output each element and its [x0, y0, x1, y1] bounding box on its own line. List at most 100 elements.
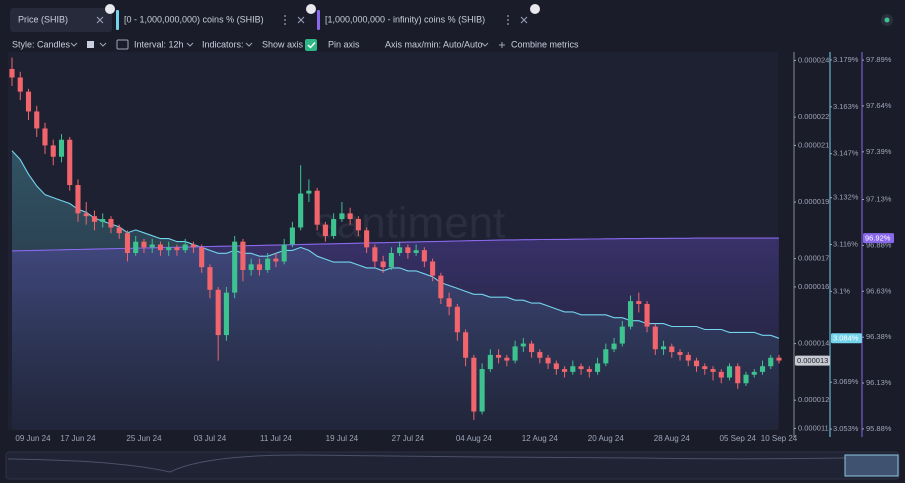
- x-tick-label: 09 Jun 24: [15, 434, 51, 443]
- y3-tick-label: 97.64%: [866, 101, 892, 110]
- value-tag-label: 0.000013: [797, 356, 828, 365]
- check-mark: [307, 42, 316, 49]
- candle-body: [149, 244, 155, 248]
- candle-body: [487, 354, 493, 370]
- candle-body: [256, 264, 262, 270]
- close-icon[interactable]: [96, 16, 104, 24]
- value-tag: [795, 355, 830, 366]
- candle-body: [190, 244, 196, 248]
- candle-body: [355, 219, 361, 231]
- candle-body: [570, 366, 576, 372]
- tab-label: [0 - 1,000,000,000) coins % (SHIB): [124, 14, 264, 24]
- candle-body: [751, 371, 757, 375]
- chevron: [186, 42, 194, 47]
- y2-tick-label: 3.053%: [833, 424, 859, 433]
- candle-body: [562, 369, 568, 372]
- y-tick-label: 0.000021: [798, 140, 829, 149]
- y3-tick-label: 97.13%: [866, 195, 892, 204]
- calendar-icon: [116, 39, 129, 50]
- candle-body: [75, 185, 81, 214]
- candle-body: [529, 343, 535, 353]
- x-tick-label: 03 Jul 24: [194, 434, 227, 443]
- x-tick-label: 28 Aug 24: [654, 434, 691, 443]
- style-select[interactable]: Style: Candles: [12, 39, 71, 49]
- candle-body: [265, 258, 271, 270]
- candle-body: [768, 357, 774, 367]
- chevron: [99, 42, 107, 47]
- menu-icon[interactable]: [284, 15, 286, 25]
- candle-body: [463, 332, 469, 358]
- x-tick-label: 25 Jun 24: [126, 434, 162, 443]
- candle-body: [223, 292, 229, 336]
- candle-body: [776, 357, 782, 361]
- y-tick-label: 0.000019: [798, 197, 829, 206]
- navigator-frame: [5, 451, 900, 480]
- candle-body: [380, 261, 386, 268]
- candle-body: [199, 247, 205, 268]
- candle-body: [141, 241, 147, 248]
- axes: 0.000011 0.000012 0.000014 0.000016 0.000017…: [15, 55, 894, 443]
- candle-body: [537, 352, 543, 358]
- candle-body: [83, 213, 89, 217]
- candle-body: [636, 301, 642, 304]
- line: [11, 237, 779, 252]
- navigator-selection[interactable]: [844, 454, 899, 477]
- y2-tick-label: 3.069%: [833, 377, 859, 386]
- candle-body: [372, 247, 378, 262]
- y3-tick-label: 96.88%: [866, 240, 892, 249]
- show-axis-label: Show axis: [262, 39, 304, 49]
- y3-tick-label: 96.38%: [866, 332, 892, 341]
- candle-body: [17, 77, 23, 92]
- candle-body: [520, 343, 526, 347]
- candle-body: [133, 241, 139, 253]
- candle-body: [586, 369, 592, 372]
- area: [12, 238, 779, 430]
- candle-body: [619, 326, 625, 344]
- x-tick-label: 27 Jul 24: [392, 434, 425, 443]
- close-icon[interactable]: [520, 16, 528, 24]
- tab-label: Price (SHIB): [18, 14, 68, 24]
- combine-metrics-button[interactable]: Combine metrics: [511, 39, 579, 49]
- tab-bar: Price (SHIB) [0 - 1,000,000,000) coins %…: [10, 4, 893, 32]
- areas: [12, 150, 779, 430]
- close-icon[interactable]: [297, 16, 305, 24]
- axis-minmax-select[interactable]: Axis max/min: Auto/Auto: [385, 39, 483, 49]
- show-axis-checkbox[interactable]: [305, 39, 317, 51]
- candle-body: [232, 241, 238, 293]
- badge: [530, 4, 540, 14]
- value-tag: [831, 333, 862, 344]
- candle-body: [504, 357, 510, 361]
- navigator[interactable]: [5, 451, 900, 480]
- tab-label: [1,000,000,000 - infinity) coins % (SHIB…: [325, 14, 485, 24]
- line: [11, 150, 780, 339]
- menu-icon[interactable]: [507, 15, 509, 25]
- candle-body: [100, 219, 106, 222]
- candle-body: [67, 139, 73, 186]
- candle-body: [545, 357, 551, 364]
- candle-body: [718, 371, 724, 378]
- color-swatch[interactable]: [87, 41, 94, 48]
- tab[interactable]: [10, 8, 112, 32]
- navigator-line: [7, 454, 846, 473]
- pin-axis-toggle[interactable]: Pin axis: [328, 39, 360, 49]
- interval-select[interactable]: Interval: 12h: [134, 39, 184, 49]
- y-tick-label: 0.000011: [798, 423, 829, 432]
- candle-body: [595, 363, 601, 372]
- candle-body: [273, 258, 279, 262]
- indicators-select[interactable]: Indicators:: [202, 39, 244, 49]
- y3-tick-label: 97.89%: [866, 55, 892, 64]
- candle-body: [281, 244, 287, 262]
- candle-body: [413, 250, 419, 253]
- y2-tick-label: 3.179%: [833, 55, 859, 64]
- candle-body: [240, 241, 246, 270]
- value-tag-label: 3.084%: [833, 334, 859, 343]
- candle-body: [298, 193, 304, 228]
- candle-body: [759, 366, 766, 372]
- candle-body: [702, 366, 708, 370]
- candle-body: [479, 369, 485, 412]
- badge: [306, 4, 316, 14]
- candle-body: [116, 227, 122, 234]
- candle-body: [710, 369, 716, 372]
- candle-body: [421, 250, 427, 262]
- candle-body: [397, 247, 403, 253]
